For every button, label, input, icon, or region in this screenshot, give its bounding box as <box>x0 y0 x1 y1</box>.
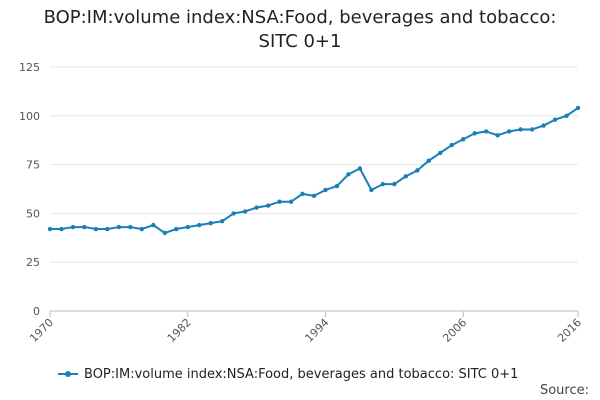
data-point-1991[interactable] <box>288 199 294 204</box>
y-tick-label-0: 0 <box>33 305 40 318</box>
data-point-2011[interactable] <box>518 127 523 132</box>
data-point-1974[interactable] <box>93 226 99 232</box>
data-point-2006[interactable] <box>461 137 466 142</box>
data-point-1993[interactable] <box>311 193 317 199</box>
data-point-2005[interactable] <box>449 142 454 148</box>
data-point-2015[interactable] <box>564 113 569 119</box>
chart-title-line-1: BOP:IM:volume index:NSA:Food, beverages … <box>43 7 557 28</box>
data-point-1981[interactable] <box>174 226 179 232</box>
data-point-1971[interactable] <box>59 226 64 232</box>
data-point-1976[interactable] <box>116 224 122 230</box>
data-point-1996[interactable] <box>346 172 351 177</box>
data-point-2010[interactable] <box>506 129 512 134</box>
data-point-2012[interactable] <box>529 127 535 132</box>
data-point-2014[interactable] <box>552 117 558 122</box>
data-point-2007[interactable] <box>472 131 477 136</box>
data-point-2002[interactable] <box>415 168 420 173</box>
data-point-1980[interactable] <box>162 230 167 236</box>
x-axis: 1970 1982 1994 2006 2016 <box>27 310 584 345</box>
data-point-1998[interactable] <box>369 187 374 193</box>
data-point-1995[interactable] <box>334 183 340 189</box>
data-point-2003[interactable] <box>426 158 431 163</box>
y-tick-label-125: 125 <box>19 61 40 74</box>
data-point-1973[interactable] <box>82 224 87 230</box>
data-point-1990[interactable] <box>277 199 282 204</box>
data-point-2016[interactable] <box>575 105 581 111</box>
data-point-1989[interactable] <box>265 203 271 208</box>
data-point-1978[interactable] <box>139 226 145 232</box>
series-line-0 <box>50 107 579 234</box>
data-point-1972[interactable] <box>70 224 76 230</box>
data-point-1999[interactable] <box>380 181 386 187</box>
data-point-2000[interactable] <box>392 181 397 187</box>
y-tick-label-50: 50 <box>26 207 40 220</box>
data-point-2004[interactable] <box>438 150 443 156</box>
data-point-1985[interactable] <box>219 219 225 224</box>
data-point-1975[interactable] <box>105 226 110 232</box>
gridlines <box>50 66 578 312</box>
data-point-1994[interactable] <box>323 187 328 193</box>
data-point-2013[interactable] <box>541 123 546 128</box>
x-tick-label-2016: 2016 <box>555 316 584 345</box>
data-point-1987[interactable] <box>242 209 248 214</box>
x-tick-label-1970: 1970 <box>27 316 56 345</box>
series-layer <box>47 105 581 236</box>
data-point-2009[interactable] <box>495 133 500 138</box>
data-point-1984[interactable] <box>208 220 213 226</box>
y-axis: 0 25 50 75 100 125 <box>19 61 40 318</box>
data-point-1979[interactable] <box>151 222 156 228</box>
chart-title-line-2: SITC 0+1 <box>258 31 342 52</box>
y-tick-label-100: 100 <box>19 110 40 123</box>
data-point-2008[interactable] <box>483 129 489 134</box>
data-point-1992[interactable] <box>300 191 305 197</box>
y-tick-label-75: 75 <box>26 159 40 172</box>
x-tick-label-1994: 1994 <box>303 316 332 345</box>
data-point-1988[interactable] <box>254 205 259 210</box>
legend-point-marker <box>65 371 71 377</box>
chart-title: BOP:IM:volume index:NSA:Food, beverages … <box>0 6 600 54</box>
data-point-1986[interactable] <box>231 211 236 216</box>
x-tick-label-1982: 1982 <box>165 316 194 345</box>
x-tick-label-2006: 2006 <box>440 316 469 345</box>
data-point-2001[interactable] <box>403 174 409 179</box>
y-tick-label-25: 25 <box>26 256 40 269</box>
legend-label: BOP:IM:volume index:NSA:Food, beverages … <box>84 367 518 382</box>
legend: BOP:IM:volume index:NSA:Food, beverages … <box>58 367 518 382</box>
data-point-1970[interactable] <box>47 226 53 232</box>
data-point-1977[interactable] <box>128 224 133 230</box>
data-point-1997[interactable] <box>357 166 363 171</box>
source-label: Source: <box>540 383 589 398</box>
data-point-1983[interactable] <box>197 222 202 228</box>
data-point-1982[interactable] <box>185 224 190 230</box>
